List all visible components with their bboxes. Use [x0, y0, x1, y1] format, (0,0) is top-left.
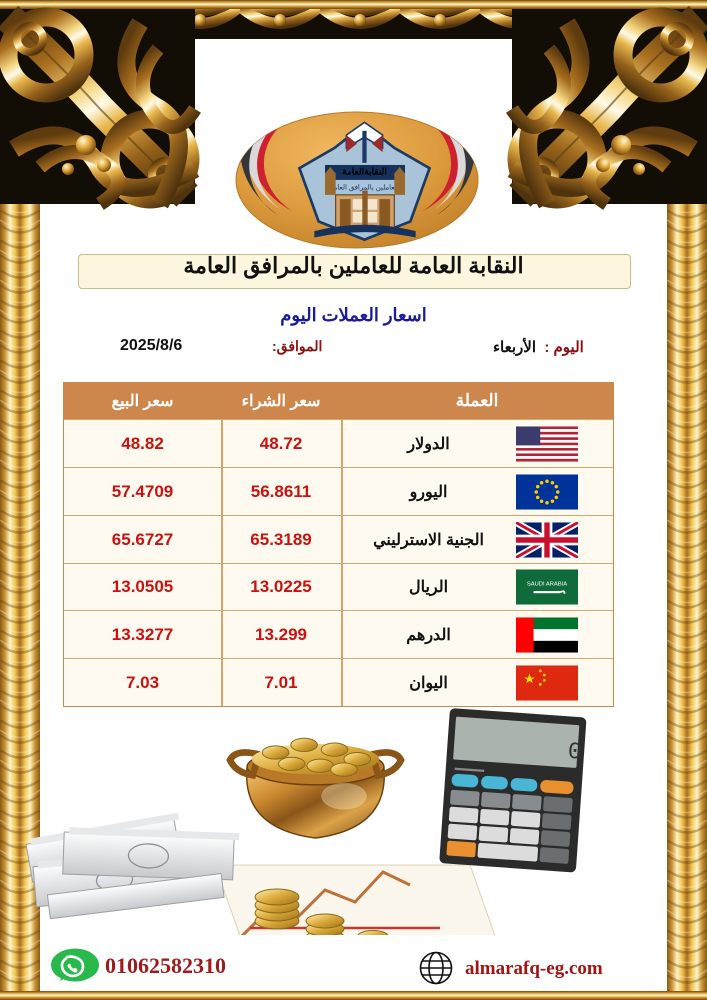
- svg-text:النقابةالعامة: النقابةالعامة: [342, 167, 387, 177]
- svg-text:للعاملين بالمرافق العامة: للعاملين بالمرافق العامة: [330, 184, 399, 192]
- svg-text:0: 0: [567, 739, 583, 767]
- svg-text:SAUDI ARABIA: SAUDI ARABIA: [527, 582, 567, 588]
